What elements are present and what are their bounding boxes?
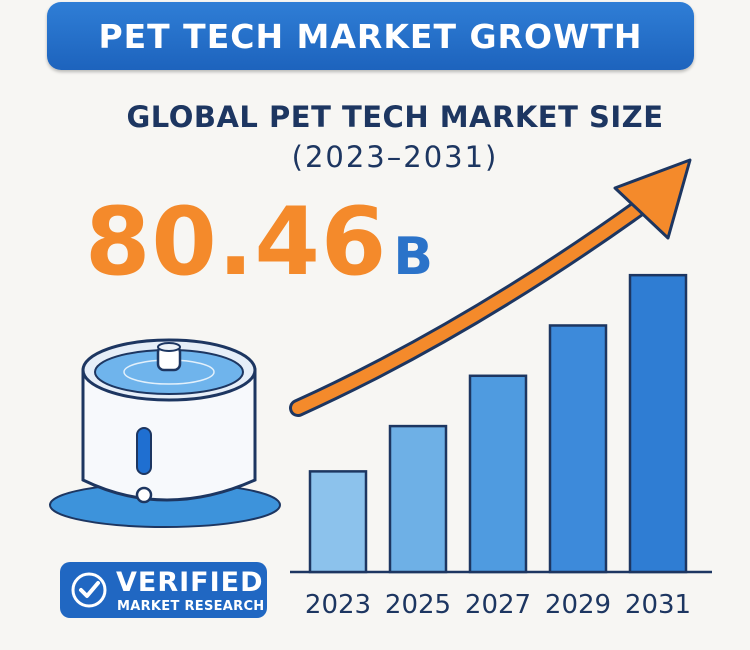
x-tick-label-2029: 2029 <box>545 590 611 620</box>
badge-title: VERIFIED <box>116 567 264 598</box>
x-tick-label-2031: 2031 <box>625 590 691 620</box>
water-fountain-illustration <box>49 338 281 528</box>
bar-2031 <box>628 273 688 574</box>
market-size-value: 80.46 <box>85 188 388 297</box>
badge-subtitle: MARKET RESEARCH <box>117 599 265 614</box>
market-size-figure: 80.46 B <box>85 188 433 324</box>
fountain-body <box>81 368 257 502</box>
chart-subtitle: GLOBAL PET TECH MARKET SIZE <box>126 100 664 134</box>
verified-badge: VERIFIED MARKET RESEARCH <box>60 562 267 618</box>
bar-2029 <box>548 324 608 574</box>
check-shield-icon <box>71 572 107 608</box>
page-title: PET TECH MARKET GROWTH <box>98 16 643 56</box>
market-size-unit: B <box>393 227 433 287</box>
trend-arrow-head <box>613 158 692 240</box>
bar-2023 <box>308 470 368 574</box>
x-tick-label-2027: 2027 <box>465 590 531 620</box>
power-button <box>135 486 153 504</box>
x-tick-label-2023: 2023 <box>305 590 371 620</box>
chart-period: (2023–2031) <box>291 140 499 174</box>
bar-2025 <box>388 424 448 574</box>
trend-arrow-shaft <box>292 194 656 414</box>
x-tick-label-2025: 2025 <box>385 590 451 620</box>
title-banner: PET TECH MARKET GROWTH <box>47 2 694 70</box>
water-level-indicator <box>136 427 152 475</box>
bar-2027 <box>468 374 528 574</box>
